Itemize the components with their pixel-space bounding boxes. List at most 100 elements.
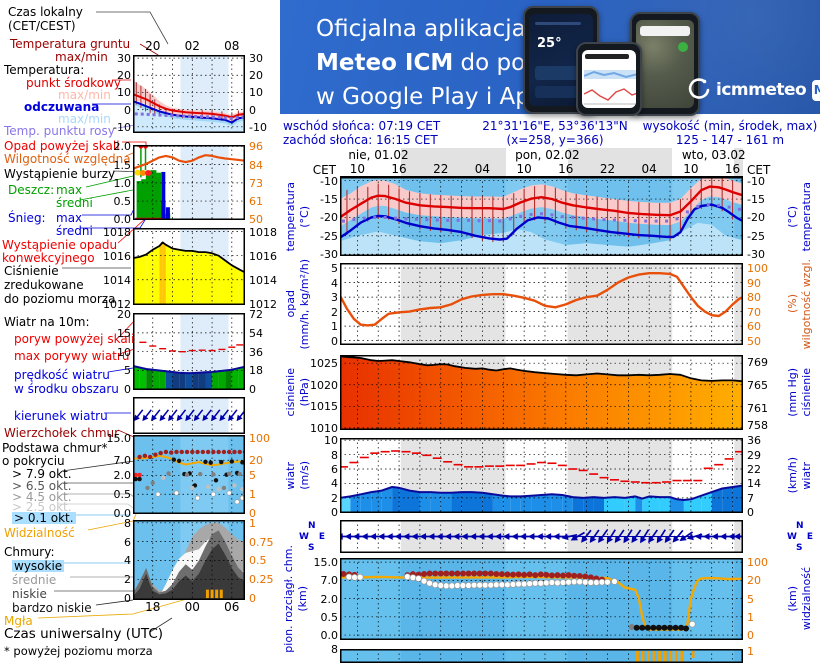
legend-label: Opad powyżej skali [4,139,120,153]
night-band [400,148,506,176]
altitude-values: 125 - 147 - 161 m [675,133,785,147]
axis-tick-label: 1018 [103,225,131,239]
axis-title-line: (mm Hg) [786,368,799,417]
axis-title-line: (km) [296,586,309,612]
axis-tick-label: 0 [249,383,256,397]
axis-tick-label: 20 [747,574,761,588]
axis-tick-label: 0.75 [249,535,274,549]
sunset-label: zachód słońca: 16:15 CET [283,133,438,147]
axis-title-line: opad [284,290,297,318]
logo-wordmark: icmmeteo [716,80,807,100]
axis-title-line: (hPa) [298,378,311,407]
legend-label: odczuwana [24,100,100,114]
axis-tick-label: 1016 [103,249,131,263]
main-humidity-panel [338,263,745,345]
compass-n: N [796,520,804,531]
axis-tick-label: 1 [747,610,754,624]
legend-label: max [56,211,83,225]
legend-label: Temperatura gruntu [10,37,131,51]
axis-title-line: widzialność [800,567,813,631]
legend-label: średni [56,224,93,238]
axis-tick-label: 0 [747,629,754,643]
utc-tick-label: 06 [224,600,240,614]
legend-label: Wilgotność względna [4,152,131,166]
axis-tick-label: 2.0 [320,592,339,606]
axis-tick-label: 29 [747,448,761,462]
axis-tick-label: 7 [747,491,754,505]
time-tick-label: 10 [683,162,699,176]
axis-tick-label: 1012 [103,297,131,311]
axis-tick-label: -15 [747,193,765,207]
coordinates-label: 21°31'16"E, 53°36'13"N [482,119,628,133]
axis-tick-label: 90 [747,276,761,290]
axis-tick-label: 1 [331,320,338,334]
legend-label: Mgła [4,614,33,628]
axis-title-line: ciśnienie [800,368,813,417]
legend-label: Ciśnienie [4,264,59,278]
axis-tick-label: 36 [249,345,263,359]
cet-label-right: CET [747,163,771,177]
axis-title-line: (%) [786,294,799,314]
axis-tick-label: 60 [747,320,761,334]
legend-label: bardzo niskie [12,601,92,615]
legend-label: Czas lokalny [8,5,83,19]
time-tick-label: 04 [474,162,491,176]
main-winddir-panel [336,520,750,553]
axis-tick-label: 2.0 [113,140,132,154]
icmmeteo-logo[interactable]: icmmeteo M° [688,78,820,102]
axis-title-line: temperatura [284,181,297,252]
axis-title: opad (mm/h, kg/m²/h) [284,259,311,350]
time-axis-header: nie, 01.02 pon, 02.02 wto, 03.02 10 16 22 04 10… [340,148,746,177]
axis-tick-label: 15.0 [106,432,132,446]
axis-tick-label: 1014 [249,273,277,287]
legend-label: do poziomu morza [4,292,116,306]
axis-tick-label: -30 [320,248,338,262]
axis-tick-label: 4 [331,276,338,290]
promo-banner[interactable]: Oficjalna aplikacja Meteo ICM do pobrani… [280,0,820,116]
legend-label: > 0.1 okt. [12,511,76,525]
axis-tick-label: 1 [249,488,256,502]
axis-tick-label: 1012 [249,297,277,311]
axis-tick-label: 0 [249,103,256,117]
legend-label: > 6.5 okt. [12,479,72,493]
compass-s: S [796,542,803,553]
axis-tick-label: 3 [331,291,338,305]
axis-tick-label: 0 [124,383,131,397]
axis-title-line: ciśnienie [284,368,297,417]
mini-cloudcover-chart [133,520,245,600]
axis-tick-label: 2 [124,573,131,587]
axis-title-line: (m/s) [298,461,311,490]
axis-tick-label: 1.0 [113,176,132,190]
phone-temp-label: 25° [537,36,562,51]
axis-tick-label: 0 [249,592,256,606]
axis-tick-label: 1014 [103,273,131,287]
axis-tick-label: 70 [747,305,761,319]
legend-label: max [56,183,83,197]
time-tick-label: 02 [184,39,200,53]
day-label: nie, 01.02 [348,148,409,162]
axis-title-line: (km) [786,586,799,612]
legend-label: Czas uniwersalny (UTC) [4,626,164,642]
phone-mockup-chart [576,42,642,116]
axis-tick-label: 10 [117,86,131,100]
time-tick-label: 22 [599,162,616,176]
axis-tick-label: 72 [249,308,263,322]
legend-label: prędkość wiatru [14,368,110,382]
legend-label: średnie [12,573,57,587]
axis-title-line: (°C) [786,205,799,228]
compass-w: W [299,531,309,542]
axis-title-line: (°C) [298,205,311,228]
legend-label: Temperatura: [4,63,85,77]
axis-tick-label: 36 [747,434,761,448]
legend-label: poryw powyżej skali [14,332,135,346]
main-wind-panel [338,438,745,513]
axis-tick-label: 0.25 [249,573,274,587]
axis-tick-label: 0.5 [249,554,267,568]
legend-label: Chmury: [4,545,55,559]
axis-tick-label: 0 [331,334,338,348]
axis-tick-label: 0 [747,506,754,520]
axis-title: wiatr (m/s) [284,438,311,513]
night-band [734,148,743,176]
axis-tick-label: 30 [117,52,131,66]
axis-tick-label: 0.0 [113,507,132,521]
